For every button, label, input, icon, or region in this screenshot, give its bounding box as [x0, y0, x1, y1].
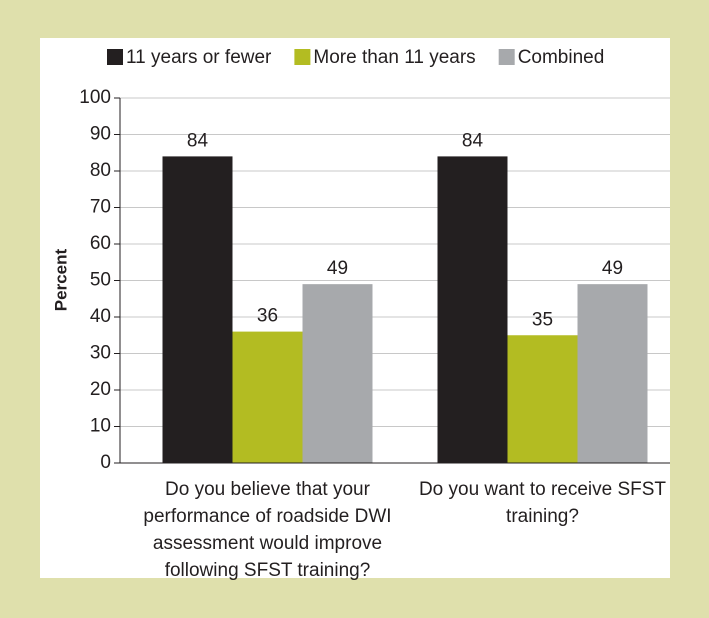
- y-tick-label: 10: [90, 416, 111, 437]
- y-axis-label: Percent: [51, 248, 70, 311]
- bar: [507, 335, 578, 463]
- legend-swatch: [107, 49, 123, 65]
- data-label: 35: [532, 309, 553, 330]
- y-tick-label: 70: [90, 197, 111, 218]
- data-label: 36: [257, 306, 278, 327]
- bar: [302, 284, 373, 463]
- legend-label: 11 years or fewer: [126, 47, 272, 68]
- y-tick-label: 100: [79, 87, 111, 108]
- legend-swatch: [498, 49, 515, 65]
- data-label: 49: [602, 258, 623, 279]
- legend-label: Combined: [518, 47, 605, 68]
- y-tick-label: 0: [100, 452, 111, 473]
- y-tick-label: 90: [90, 124, 111, 145]
- data-label: 84: [462, 130, 484, 151]
- data-label: 49: [327, 258, 348, 279]
- bar: [162, 156, 233, 463]
- bar: [232, 331, 303, 463]
- data-label: 84: [187, 130, 209, 151]
- y-tick-label: 20: [90, 379, 111, 400]
- bar: [437, 156, 508, 463]
- x-tick-label-box: Do you want to receive SFST training?: [418, 479, 667, 527]
- x-tick-label-box: Do you believe that your performance of …: [143, 479, 392, 581]
- y-tick-label: 30: [90, 343, 111, 364]
- y-tick-label: 80: [90, 160, 111, 181]
- x-tick-label: Do you want to receive SFST training?: [418, 479, 667, 527]
- y-tick-label: 50: [90, 270, 111, 291]
- x-tick-label: Do you believe that your performance of …: [143, 479, 392, 581]
- y-tick-label: 60: [90, 233, 111, 254]
- bar: [577, 284, 648, 463]
- legend-swatch: [294, 49, 311, 65]
- y-tick-label: 40: [90, 306, 111, 327]
- legend-label: More than 11 years: [313, 47, 475, 68]
